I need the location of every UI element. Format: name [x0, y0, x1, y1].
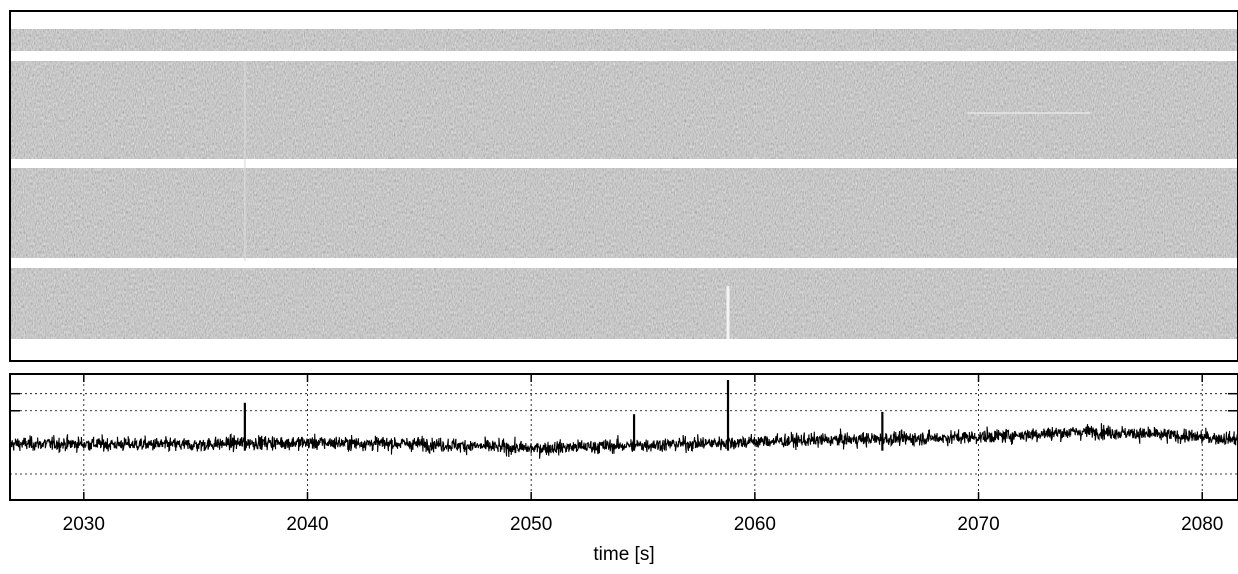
dynamic-spectrum-panel [9, 10, 1238, 362]
x-ticks [10, 374, 1238, 500]
x-tick-label: 2050 [510, 514, 552, 535]
x-tick-labels: 2030 2040 2050 2060 2070 2080 [63, 514, 1224, 535]
grid [10, 374, 1238, 500]
spectrum-band-1 [10, 29, 1238, 51]
x-tick-label: 2070 [957, 514, 999, 535]
faint-vertical-streak [243, 61, 246, 261]
bright-vertical-streak [726, 286, 730, 339]
x-tick-label: 2060 [734, 514, 776, 535]
series-line [9, 423, 1238, 459]
series-trace [9, 380, 1238, 459]
spectrum-band-3 [10, 168, 1238, 258]
x-tick-label: 2030 [63, 514, 105, 535]
spectrum-frame [9, 10, 1238, 362]
spectrum-bands [10, 29, 1238, 339]
spectrum-band-4 [10, 268, 1238, 339]
x-axis-label: time [s] [593, 544, 654, 565]
faint-horizontal-streak [967, 112, 1091, 114]
time-series-frame [9, 373, 1238, 501]
time-series-panel [9, 373, 1238, 501]
x-tick-label: 2040 [286, 514, 328, 535]
x-tick-label: 2080 [1181, 514, 1223, 535]
spectrum-band-2 [10, 61, 1238, 159]
spectrum-features [243, 61, 1091, 339]
